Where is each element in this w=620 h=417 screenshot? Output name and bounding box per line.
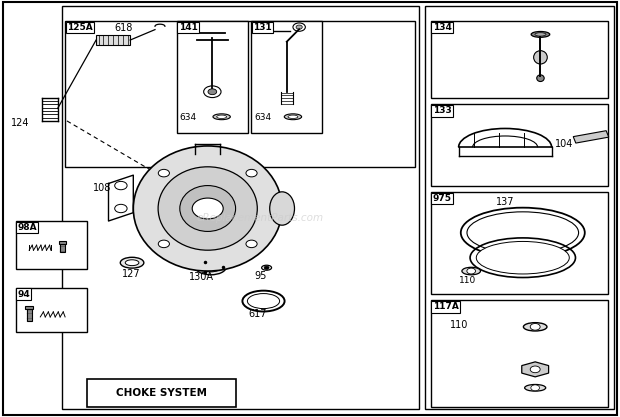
Text: 94: 94	[17, 290, 30, 299]
Bar	[27, 309, 32, 321]
Ellipse shape	[531, 32, 550, 38]
Ellipse shape	[523, 323, 547, 331]
Ellipse shape	[467, 212, 578, 254]
Text: 124: 124	[11, 118, 30, 128]
Bar	[16, 221, 87, 269]
Ellipse shape	[125, 260, 139, 266]
Circle shape	[530, 366, 540, 373]
Bar	[431, 104, 608, 186]
Ellipse shape	[200, 262, 221, 272]
Text: 141: 141	[179, 23, 197, 32]
Text: 133: 133	[433, 106, 451, 116]
Text: 634: 634	[254, 113, 272, 122]
Ellipse shape	[158, 167, 257, 250]
Bar	[65, 21, 415, 167]
Text: 134: 134	[433, 23, 451, 32]
Circle shape	[293, 23, 306, 31]
Text: CHOKE SYSTEM: CHOKE SYSTEM	[116, 388, 206, 398]
Circle shape	[158, 240, 169, 248]
Ellipse shape	[476, 241, 569, 274]
Bar	[177, 21, 248, 133]
Circle shape	[192, 198, 223, 219]
Ellipse shape	[247, 294, 280, 309]
Bar	[96, 35, 130, 45]
Circle shape	[115, 181, 127, 190]
Ellipse shape	[133, 146, 282, 271]
Text: eReplacementParts.com: eReplacementParts.com	[197, 213, 324, 223]
Ellipse shape	[525, 384, 546, 391]
Bar	[25, 306, 33, 309]
Bar	[431, 300, 608, 407]
Bar	[251, 21, 322, 133]
Bar	[87, 379, 236, 407]
Circle shape	[158, 169, 169, 177]
Circle shape	[246, 240, 257, 248]
Ellipse shape	[537, 75, 544, 82]
Circle shape	[467, 268, 476, 274]
Bar	[431, 21, 608, 98]
Ellipse shape	[285, 114, 302, 120]
Bar	[431, 192, 608, 294]
Circle shape	[296, 25, 303, 29]
Polygon shape	[522, 362, 549, 377]
Text: 127: 127	[122, 269, 140, 279]
Text: 617: 617	[248, 309, 267, 319]
Text: 130A: 130A	[189, 272, 214, 282]
Text: 618: 618	[115, 23, 133, 33]
Text: 110: 110	[459, 276, 476, 286]
Ellipse shape	[534, 50, 547, 64]
Text: 108: 108	[93, 183, 112, 193]
Circle shape	[531, 385, 539, 391]
Ellipse shape	[213, 114, 231, 120]
Text: 110: 110	[450, 320, 468, 330]
Circle shape	[530, 324, 540, 330]
Bar	[60, 243, 65, 252]
Ellipse shape	[120, 257, 144, 268]
Ellipse shape	[270, 192, 294, 225]
Ellipse shape	[288, 115, 298, 118]
Text: 125A: 125A	[67, 23, 93, 32]
Circle shape	[264, 266, 269, 269]
Circle shape	[115, 204, 127, 213]
Text: 975: 975	[433, 194, 452, 203]
Text: 634: 634	[180, 113, 197, 122]
Circle shape	[208, 89, 217, 95]
Ellipse shape	[180, 186, 236, 231]
Text: 98A: 98A	[17, 223, 37, 232]
Text: 117A: 117A	[433, 302, 459, 311]
Bar	[59, 241, 66, 244]
Bar	[574, 131, 609, 143]
Bar	[16, 288, 87, 332]
Bar	[425, 6, 614, 409]
Text: 131: 131	[253, 23, 272, 32]
Ellipse shape	[216, 115, 227, 118]
Text: 104: 104	[555, 139, 574, 149]
Ellipse shape	[462, 267, 480, 275]
Circle shape	[203, 86, 221, 98]
Circle shape	[246, 169, 257, 177]
Text: 95: 95	[254, 271, 267, 281]
Ellipse shape	[535, 33, 546, 36]
Ellipse shape	[195, 259, 226, 275]
Text: 137: 137	[496, 197, 515, 207]
Bar	[62, 6, 419, 409]
Ellipse shape	[262, 265, 272, 270]
